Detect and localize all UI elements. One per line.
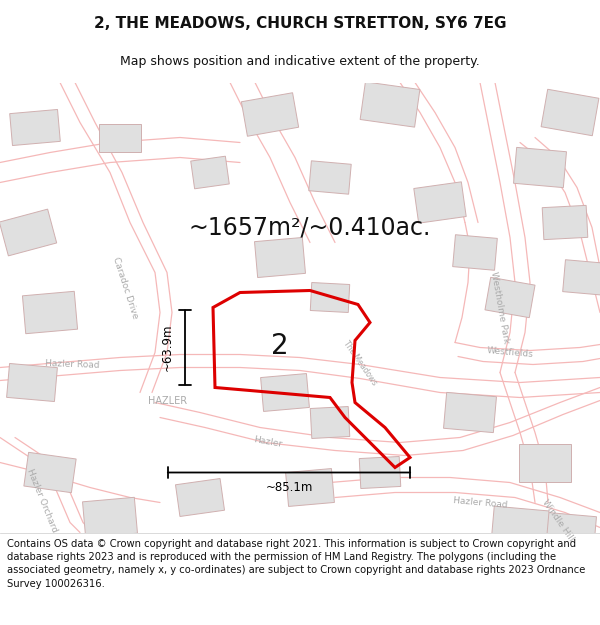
Polygon shape — [175, 479, 224, 516]
Text: Hazler Road: Hazler Road — [452, 496, 508, 509]
Polygon shape — [491, 506, 549, 549]
Polygon shape — [310, 406, 350, 439]
Text: Westfields: Westfields — [487, 346, 533, 359]
Text: Contains OS data © Crown copyright and database right 2021. This information is : Contains OS data © Crown copyright and d… — [7, 539, 586, 589]
Text: ~85.1m: ~85.1m — [265, 481, 313, 494]
Polygon shape — [310, 282, 350, 312]
Polygon shape — [99, 124, 141, 151]
Polygon shape — [309, 161, 351, 194]
Polygon shape — [7, 364, 58, 401]
Polygon shape — [514, 148, 566, 188]
Polygon shape — [10, 109, 61, 146]
Polygon shape — [360, 82, 420, 127]
Text: ~63.9m: ~63.9m — [161, 324, 173, 371]
Polygon shape — [22, 291, 77, 334]
Polygon shape — [83, 498, 137, 538]
Polygon shape — [563, 260, 600, 295]
Polygon shape — [541, 89, 599, 136]
Text: Hazler Road: Hazler Road — [44, 359, 100, 370]
Text: Windle Hill: Windle Hill — [541, 498, 575, 543]
Polygon shape — [544, 512, 596, 552]
Polygon shape — [254, 238, 305, 278]
Polygon shape — [359, 456, 401, 489]
Polygon shape — [519, 444, 571, 481]
Text: Hazler: Hazler — [253, 436, 283, 449]
Text: Caradoc Drive: Caradoc Drive — [111, 256, 139, 319]
Text: HAZLER: HAZLER — [148, 396, 188, 406]
Text: 2: 2 — [271, 331, 289, 359]
Polygon shape — [24, 452, 76, 493]
Polygon shape — [191, 156, 229, 189]
Text: Hazler Orchard: Hazler Orchard — [25, 468, 59, 534]
Text: ~1657m²/~0.410ac.: ~1657m²/~0.410ac. — [189, 216, 431, 239]
Polygon shape — [286, 469, 334, 506]
Polygon shape — [260, 374, 310, 411]
Polygon shape — [542, 206, 588, 239]
Polygon shape — [452, 235, 497, 270]
Text: Westholme Park: Westholme Park — [489, 271, 511, 344]
Text: Map shows position and indicative extent of the property.: Map shows position and indicative extent… — [120, 54, 480, 68]
Text: The Meadows: The Meadows — [341, 339, 379, 386]
Polygon shape — [443, 392, 496, 432]
Polygon shape — [485, 278, 535, 318]
Polygon shape — [414, 182, 466, 223]
Polygon shape — [241, 92, 299, 136]
Text: 2, THE MEADOWS, CHURCH STRETTON, SY6 7EG: 2, THE MEADOWS, CHURCH STRETTON, SY6 7EG — [94, 16, 506, 31]
Polygon shape — [0, 209, 56, 256]
